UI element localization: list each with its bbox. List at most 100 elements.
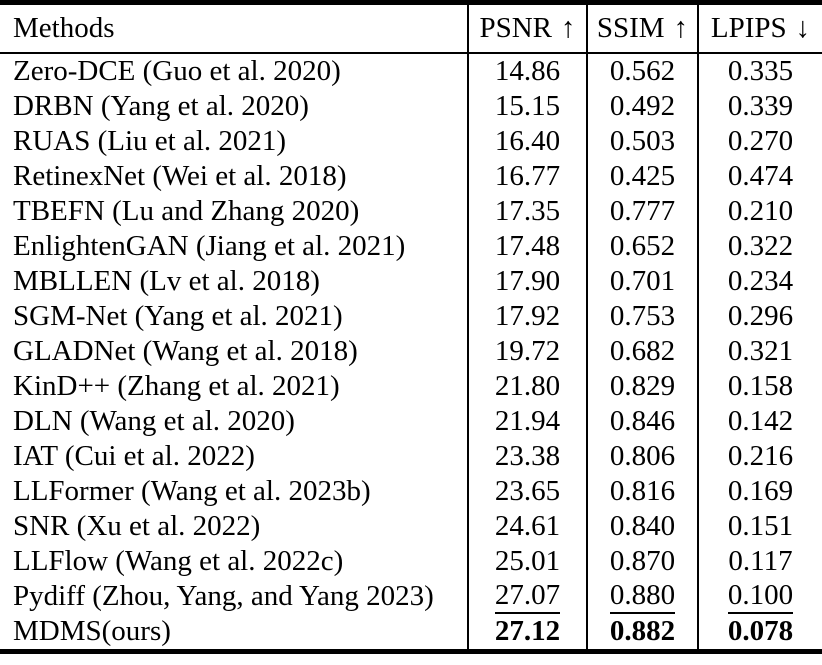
lpips-value-cell: 0.339 xyxy=(697,89,822,124)
results-table-body: Zero-DCE (Guo et al. 2020) 14.86 0.562 0… xyxy=(0,53,822,652)
method-name: RUAS (Liu et al. 2021) xyxy=(13,125,287,157)
lpips-value: 0.216 xyxy=(727,440,794,472)
table-row: LLFormer (Wang et al. 2023b) 23.65 0.816… xyxy=(0,474,822,509)
lpips-value-cell: 0.216 xyxy=(697,439,822,474)
column-header-ssim: SSIM ↑ xyxy=(586,2,698,54)
psnr-value: 17.90 xyxy=(494,265,561,297)
lpips-value: 0.078 xyxy=(727,615,794,647)
ssim-value-cell: 0.880 xyxy=(586,579,698,614)
psnr-value-cell: 17.48 xyxy=(467,229,587,264)
ssim-value: 0.816 xyxy=(609,475,676,507)
psnr-value-cell: 27.07 xyxy=(467,579,587,614)
ssim-value-cell: 0.562 xyxy=(586,53,698,89)
column-header-lpips: LPIPS ↓ xyxy=(697,2,822,54)
method-name: DRBN (Yang et al. 2020) xyxy=(13,90,309,122)
psnr-value: 14.86 xyxy=(494,55,561,87)
psnr-value: 17.92 xyxy=(494,300,561,332)
lpips-value-cell: 0.335 xyxy=(697,53,822,89)
lpips-value: 0.142 xyxy=(727,405,794,437)
method-name-cell: Pydiff (Zhou, Yang, and Yang 2023) xyxy=(0,579,468,614)
ssim-value: 0.503 xyxy=(609,125,676,157)
method-name: DLN (Wang et al. 2020) xyxy=(13,405,295,437)
table-row: MDMS(ours) 27.12 0.882 0.078 xyxy=(0,614,822,652)
psnr-value: 19.72 xyxy=(494,335,561,367)
method-name: Zero-DCE (Guo et al. 2020) xyxy=(13,55,341,87)
method-name-cell: EnlightenGAN (Jiang et al. 2021) xyxy=(0,229,468,264)
method-name: SNR (Xu et al. 2022) xyxy=(13,510,261,542)
table-row: DRBN (Yang et al. 2020) 15.15 0.492 0.33… xyxy=(0,89,822,124)
psnr-value: 27.07 xyxy=(494,581,561,614)
column-header-psnr: PSNR ↑ xyxy=(467,2,587,54)
lpips-value: 0.158 xyxy=(727,370,794,402)
ssim-value: 0.806 xyxy=(609,440,676,472)
ssim-value-cell: 0.829 xyxy=(586,369,698,404)
ssim-header-label: SSIM xyxy=(596,12,665,44)
ssim-value-cell: 0.777 xyxy=(586,194,698,229)
psnr-value-cell: 21.94 xyxy=(467,404,587,439)
psnr-value-cell: 23.65 xyxy=(467,474,587,509)
lpips-value: 0.335 xyxy=(727,55,794,87)
method-name: GLADNet (Wang et al. 2018) xyxy=(13,335,358,367)
lpips-value: 0.270 xyxy=(727,125,794,157)
psnr-value-cell: 24.61 xyxy=(467,509,587,544)
up-arrow-icon: ↑ xyxy=(673,12,689,44)
lpips-value: 0.234 xyxy=(727,265,794,297)
lpips-value: 0.474 xyxy=(727,160,794,192)
psnr-value: 25.01 xyxy=(494,545,561,577)
psnr-value: 17.35 xyxy=(494,195,561,227)
header-row: Methods PSNR ↑ SSIM ↑ LPIPS ↓ xyxy=(0,2,822,54)
down-arrow-icon: ↓ xyxy=(795,12,811,44)
lpips-value-cell: 0.078 xyxy=(697,614,822,652)
ssim-value-cell: 0.753 xyxy=(586,299,698,334)
lpips-value: 0.321 xyxy=(727,335,794,367)
method-name-cell: IAT (Cui et al. 2022) xyxy=(0,439,468,474)
psnr-value-cell: 19.72 xyxy=(467,334,587,369)
method-name-cell: DRBN (Yang et al. 2020) xyxy=(0,89,468,124)
psnr-value-cell: 25.01 xyxy=(467,544,587,579)
table-row: LLFlow (Wang et al. 2022c) 25.01 0.870 0… xyxy=(0,544,822,579)
lpips-value-cell: 0.296 xyxy=(697,299,822,334)
method-name: IAT (Cui et al. 2022) xyxy=(13,440,255,472)
psnr-value: 16.40 xyxy=(494,125,561,157)
method-name-cell: MBLLEN (Lv et al. 2018) xyxy=(0,264,468,299)
method-name-cell: DLN (Wang et al. 2020) xyxy=(0,404,468,439)
lpips-value-cell: 0.234 xyxy=(697,264,822,299)
ssim-value: 0.846 xyxy=(609,405,676,437)
table-row: Pydiff (Zhou, Yang, and Yang 2023) 27.07… xyxy=(0,579,822,614)
up-arrow-icon: ↑ xyxy=(561,12,576,44)
ssim-value: 0.753 xyxy=(609,300,676,332)
ssim-value: 0.840 xyxy=(609,510,676,542)
lpips-value: 0.296 xyxy=(727,300,794,332)
table-row: RUAS (Liu et al. 2021) 16.40 0.503 0.270 xyxy=(0,124,822,159)
method-name-cell: SNR (Xu et al. 2022) xyxy=(0,509,468,544)
lpips-header-label: LPIPS xyxy=(710,12,787,44)
lpips-value-cell: 0.321 xyxy=(697,334,822,369)
method-name: LLFormer (Wang et al. 2023b) xyxy=(13,475,371,507)
psnr-value-cell: 21.80 xyxy=(467,369,587,404)
psnr-value-cell: 17.92 xyxy=(467,299,587,334)
column-header-methods: Methods xyxy=(0,2,468,54)
ssim-value-cell: 0.503 xyxy=(586,124,698,159)
psnr-value-cell: 14.86 xyxy=(467,53,587,89)
method-name-cell: GLADNet (Wang et al. 2018) xyxy=(0,334,468,369)
ssim-value-cell: 0.682 xyxy=(586,334,698,369)
method-name: KinD++ (Zhang et al. 2021) xyxy=(13,370,340,402)
ssim-value: 0.777 xyxy=(609,195,676,227)
ssim-value: 0.829 xyxy=(609,370,676,402)
method-name: MDMS(ours) xyxy=(13,615,171,647)
lpips-value-cell: 0.142 xyxy=(697,404,822,439)
lpips-value: 0.151 xyxy=(727,510,794,542)
psnr-value: 27.12 xyxy=(494,615,561,647)
psnr-value-cell: 15.15 xyxy=(467,89,587,124)
psnr-value-cell: 17.90 xyxy=(467,264,587,299)
table-row: DLN (Wang et al. 2020) 21.94 0.846 0.142 xyxy=(0,404,822,439)
method-name: TBEFN (Lu and Zhang 2020) xyxy=(13,195,360,227)
ssim-value: 0.425 xyxy=(609,160,676,192)
ssim-value: 0.652 xyxy=(609,230,676,262)
table-row: EnlightenGAN (Jiang et al. 2021) 17.48 0… xyxy=(0,229,822,264)
method-name-cell: Zero-DCE (Guo et al. 2020) xyxy=(0,53,468,89)
lpips-value-cell: 0.100 xyxy=(697,579,822,614)
method-name-cell: LLFormer (Wang et al. 2023b) xyxy=(0,474,468,509)
ssim-value-cell: 0.806 xyxy=(586,439,698,474)
